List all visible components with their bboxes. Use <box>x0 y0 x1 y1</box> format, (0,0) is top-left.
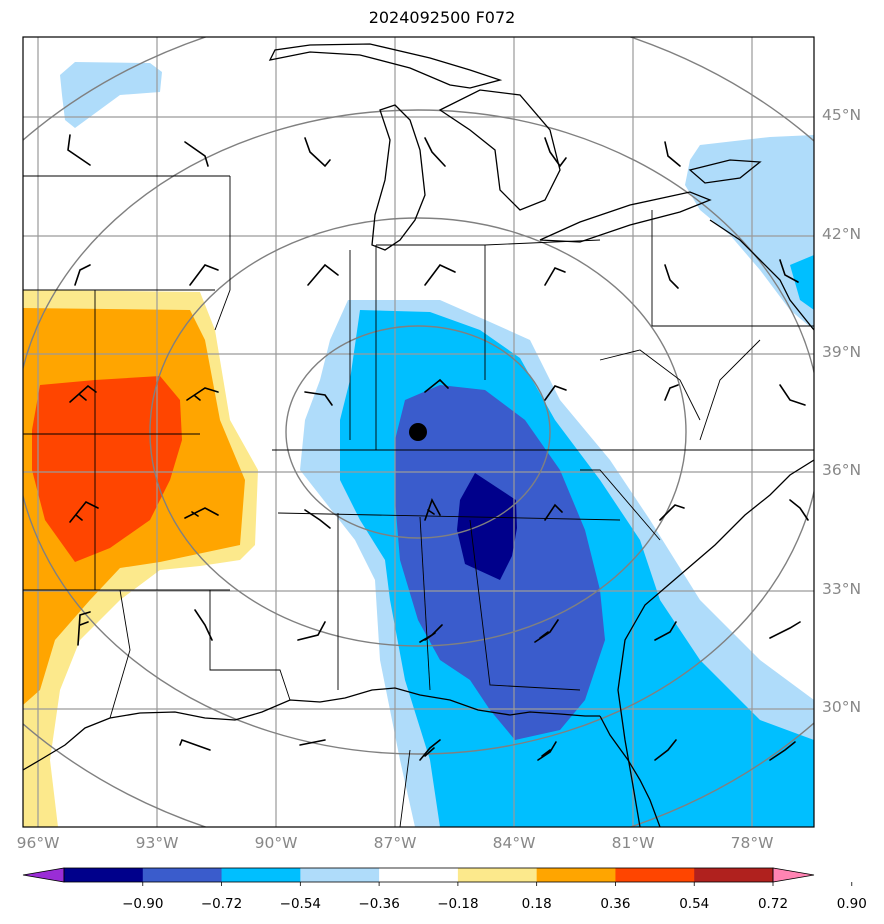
lon-label: 78°W <box>730 834 774 852</box>
colorbar-tick-label: −0.54 <box>279 896 322 912</box>
wind-barbs <box>67 134 809 761</box>
chart-title: 2024092500 F072 <box>368 8 516 27</box>
contour-neg-0.18-nw <box>60 62 162 128</box>
colorbar-bin <box>64 868 144 882</box>
lon-label: 96°W <box>16 834 60 852</box>
range-rings <box>23 37 814 827</box>
colorbar-outline <box>63 867 774 883</box>
lon-label: 90°W <box>254 834 298 852</box>
colorbar-bin <box>615 868 695 882</box>
colorbar-tick-label: −0.90 <box>122 896 164 912</box>
colorbar-bin <box>457 868 538 882</box>
colorbar-bin <box>221 868 301 882</box>
lat-label: 45°N <box>822 106 862 124</box>
state-borders <box>23 175 814 827</box>
contour-neg-0.18-ne <box>685 135 814 330</box>
colorbar-tick-label: −0.18 <box>437 896 479 912</box>
colorbar-bin <box>142 868 223 882</box>
lat-label: 39°N <box>822 343 862 361</box>
colorbar-tick-label: 0.18 <box>521 896 552 912</box>
lon-label: 93°W <box>135 834 179 852</box>
colorbar-tick-label: 0.54 <box>679 896 710 912</box>
colorbar-bin <box>694 868 774 882</box>
lon-label: 81°W <box>611 834 655 852</box>
coastlines <box>23 43 814 827</box>
colorbar-tick-label: 0.36 <box>600 896 631 912</box>
lon-label: 84°W <box>492 834 536 852</box>
colorbar-tick-label: −0.36 <box>358 896 400 912</box>
colorbar-bin <box>300 868 380 882</box>
contour-neg-0.36-ne <box>790 255 814 310</box>
colorbar-extend-low <box>22 867 65 883</box>
colorbar-tick-label: 0.72 <box>757 896 789 912</box>
contour-fill-layer <box>23 62 814 827</box>
colorbar-tick-label: −0.72 <box>200 896 243 912</box>
colorbar-bin <box>379 868 459 882</box>
lat-label: 36°N <box>822 461 862 479</box>
colorbar-extend-high <box>772 867 815 883</box>
map-frame <box>22 36 815 828</box>
colorbar-bin <box>536 868 616 882</box>
contour-neg-0.72 <box>457 473 517 580</box>
lat-label: 33°N <box>822 580 862 598</box>
lon-label: 87°W <box>373 834 417 852</box>
lat-label: 30°N <box>822 698 862 716</box>
lat-label: 42°N <box>822 225 862 243</box>
colorbar <box>22 867 853 886</box>
colorbar-tick-label: 0.90 <box>836 896 867 912</box>
contour-0.54 <box>32 376 182 562</box>
storm-center-marker <box>409 423 427 441</box>
